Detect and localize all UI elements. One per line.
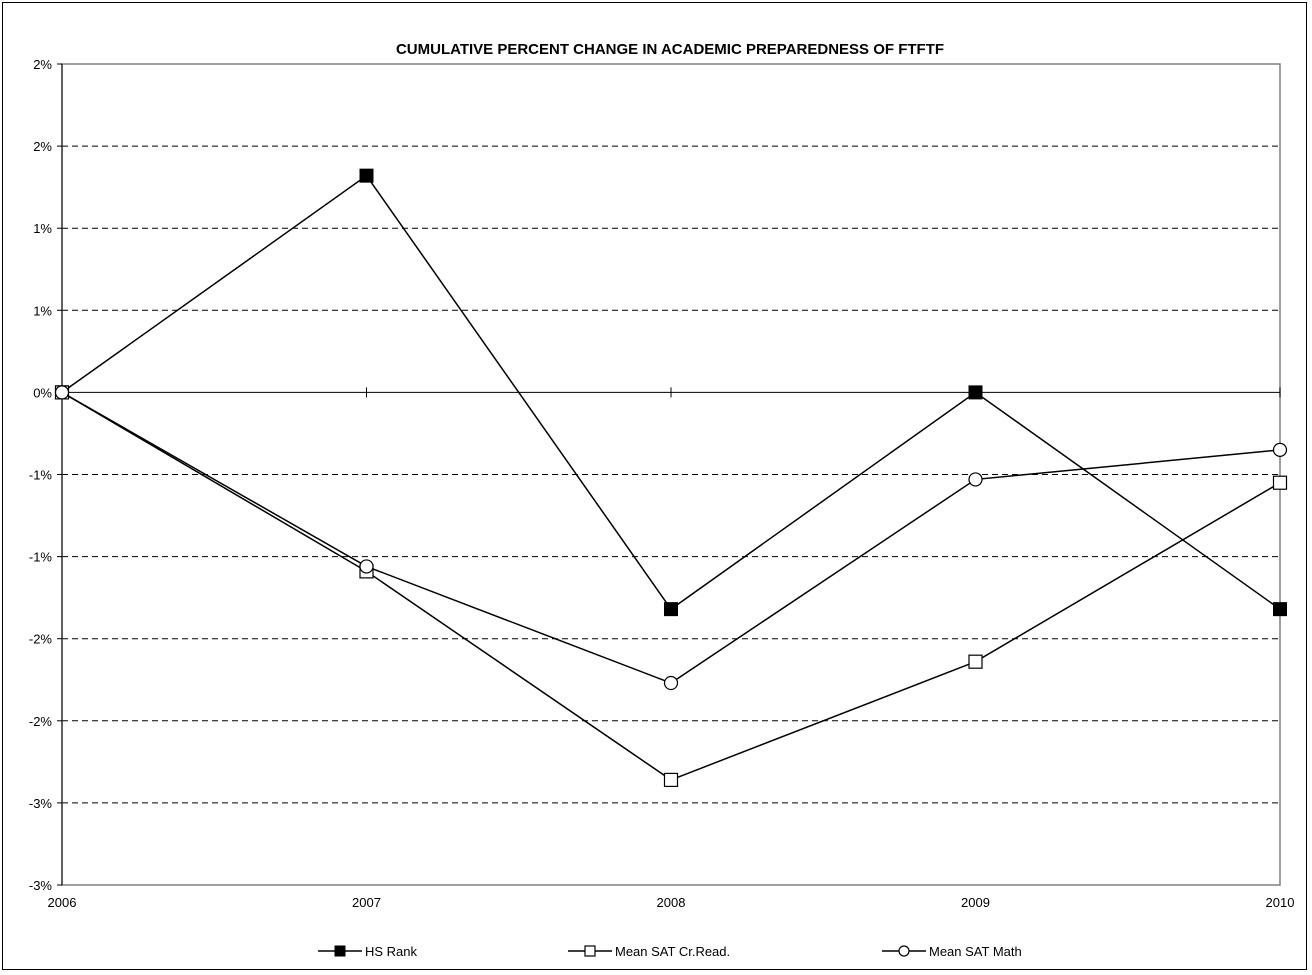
- y-tick-label: -3%: [29, 878, 53, 893]
- data-point-mean-sat-math: [359, 559, 374, 574]
- legend-item-hs-rank: HS Rank: [318, 944, 418, 959]
- data-point-hs-rank: [968, 385, 983, 400]
- grid-lines: [62, 145, 1280, 804]
- series-line-mean-sat-cr-read: [61, 391, 1281, 781]
- legend: HS Rank Mean SAT Cr.Read. Mean SAT Math: [318, 944, 1022, 959]
- x-tick-label: 2008: [657, 895, 686, 910]
- x-tick-label: 2009: [961, 895, 990, 910]
- data-point-mean-sat-math: [663, 675, 679, 691]
- y-tick-label: -3%: [29, 796, 53, 811]
- series-mean-sat-math: [54, 385, 1288, 691]
- y-tick-label: 2%: [33, 139, 52, 154]
- x-tick-label: 2007: [352, 895, 381, 910]
- y-tick-label: -2%: [29, 632, 53, 647]
- data-point-hs-rank: [664, 602, 678, 617]
- x-tick-label: 2006: [48, 895, 77, 910]
- legend-label: Mean SAT Math: [929, 944, 1022, 959]
- legend-marker: [334, 945, 346, 957]
- data-point-mean-sat-cr-read: [1272, 475, 1288, 490]
- data-point-mean-sat-math: [54, 385, 70, 400]
- x-tick-label: 2010: [1266, 895, 1295, 910]
- data-point-mean-sat-cr-read: [663, 772, 679, 788]
- y-tick-label: 1%: [33, 221, 52, 236]
- y-tick-label: -2%: [29, 714, 53, 729]
- y-tick-label: 0%: [33, 385, 52, 400]
- legend-marker: [898, 945, 910, 957]
- y-tick-label: -1%: [29, 550, 53, 565]
- data-point-mean-sat-math: [1272, 442, 1288, 457]
- series-line-mean-sat-math: [61, 391, 1281, 684]
- data-point-mean-sat-cr-read: [968, 654, 983, 669]
- legend-item-mean-sat-cr-read: Mean SAT Cr.Read.: [568, 944, 730, 959]
- legend-marker: [584, 945, 596, 957]
- chart-title: CUMULATIVE PERCENT CHANGE IN ACADEMIC PR…: [396, 41, 944, 58]
- axes: 2% 2% 1% 1% 0% -1% -1% -2% -2% -3% -3% 2006 2007 2008…: [29, 57, 1295, 910]
- y-tick-label: -1%: [29, 468, 53, 483]
- data-point-hs-rank: [359, 168, 374, 183]
- series-mean-sat-cr-read: [54, 385, 1288, 788]
- series-group: [54, 168, 1288, 788]
- legend-label: HS Rank: [365, 944, 418, 959]
- y-tick-label: 2%: [33, 57, 52, 72]
- legend-item-mean-sat-math: Mean SAT Math: [882, 944, 1022, 959]
- series-hs-rank: [55, 168, 1287, 617]
- data-point-mean-sat-math: [968, 472, 983, 487]
- legend-label: Mean SAT Cr.Read.: [615, 944, 730, 959]
- data-point-hs-rank: [1273, 602, 1287, 617]
- y-tick-label: 1%: [33, 303, 52, 318]
